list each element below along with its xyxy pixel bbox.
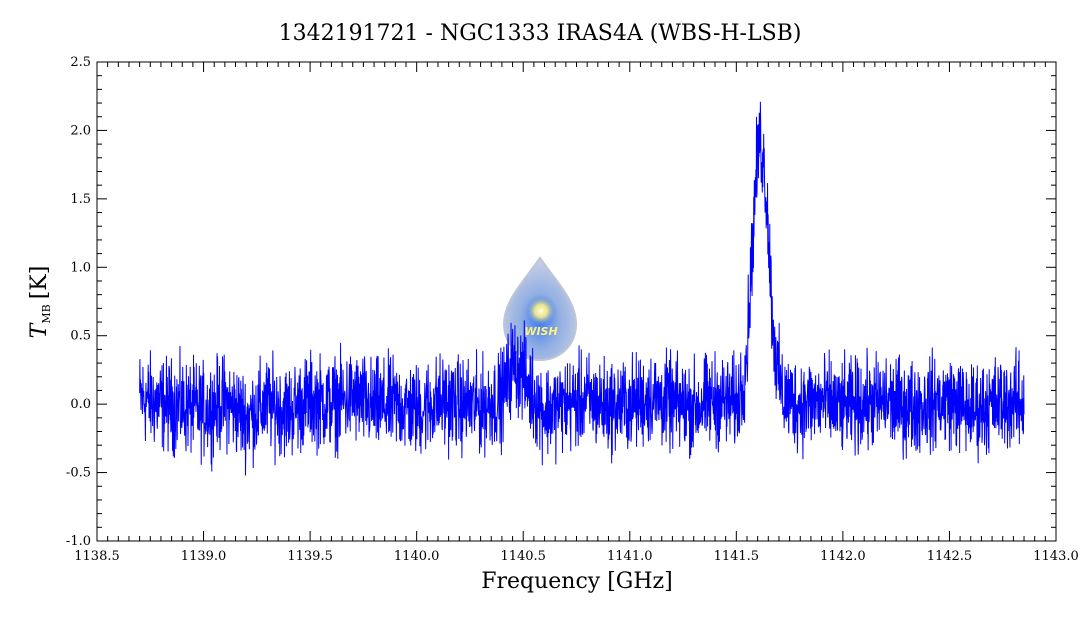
y-tick-label: -1.0 (66, 534, 91, 549)
plot-frame (96, 61, 1057, 542)
x-tick-label: 1142.5 (927, 549, 973, 564)
y-tick-label: 2.0 (70, 123, 91, 138)
axis-ticks (96, 61, 1057, 542)
y-axis-label-subscript: MB (40, 304, 53, 323)
x-tick-label: 1141.0 (607, 549, 653, 564)
y-tick-label: 0.5 (70, 329, 91, 344)
y-tick-label: 2.5 (70, 55, 91, 70)
spectrum-series-line (139, 101, 1025, 476)
x-tick-label: 1143.0 (1033, 549, 1079, 564)
wish-logo: WISH (502, 256, 578, 362)
x-tick-label: 1139.0 (181, 549, 227, 564)
chart-title: 1342191721 - NGC1333 IRAS4A (WBS-H-LSB) (279, 21, 802, 46)
y-tick-label: 1.0 (70, 260, 91, 275)
x-tick-label: 1141.5 (714, 549, 760, 564)
x-tick-label: 1139.5 (287, 549, 333, 564)
wish-logo-text: WISH (524, 325, 557, 338)
x-tick-label: 1138.5 (74, 549, 120, 564)
y-tick-label: 1.5 (70, 192, 91, 207)
y-axis-label-symbol: T (27, 321, 52, 338)
tick-labels: 1138.5 1139.0 1139.5 1140.0 1140.5 1141.0 1141… (66, 55, 1079, 564)
x-tick-label: 1142.0 (820, 549, 866, 564)
x-axis-label: Frequency [GHz] (481, 569, 673, 594)
y-tick-label: -0.5 (66, 466, 91, 481)
x-tick-label: 1140.0 (394, 549, 440, 564)
x-tick-label: 1140.5 (500, 549, 546, 564)
y-tick-label: 0.0 (70, 397, 91, 412)
y-axis-label: TMB [K] (27, 266, 53, 339)
y-axis-label-unit: [K] (27, 266, 52, 300)
